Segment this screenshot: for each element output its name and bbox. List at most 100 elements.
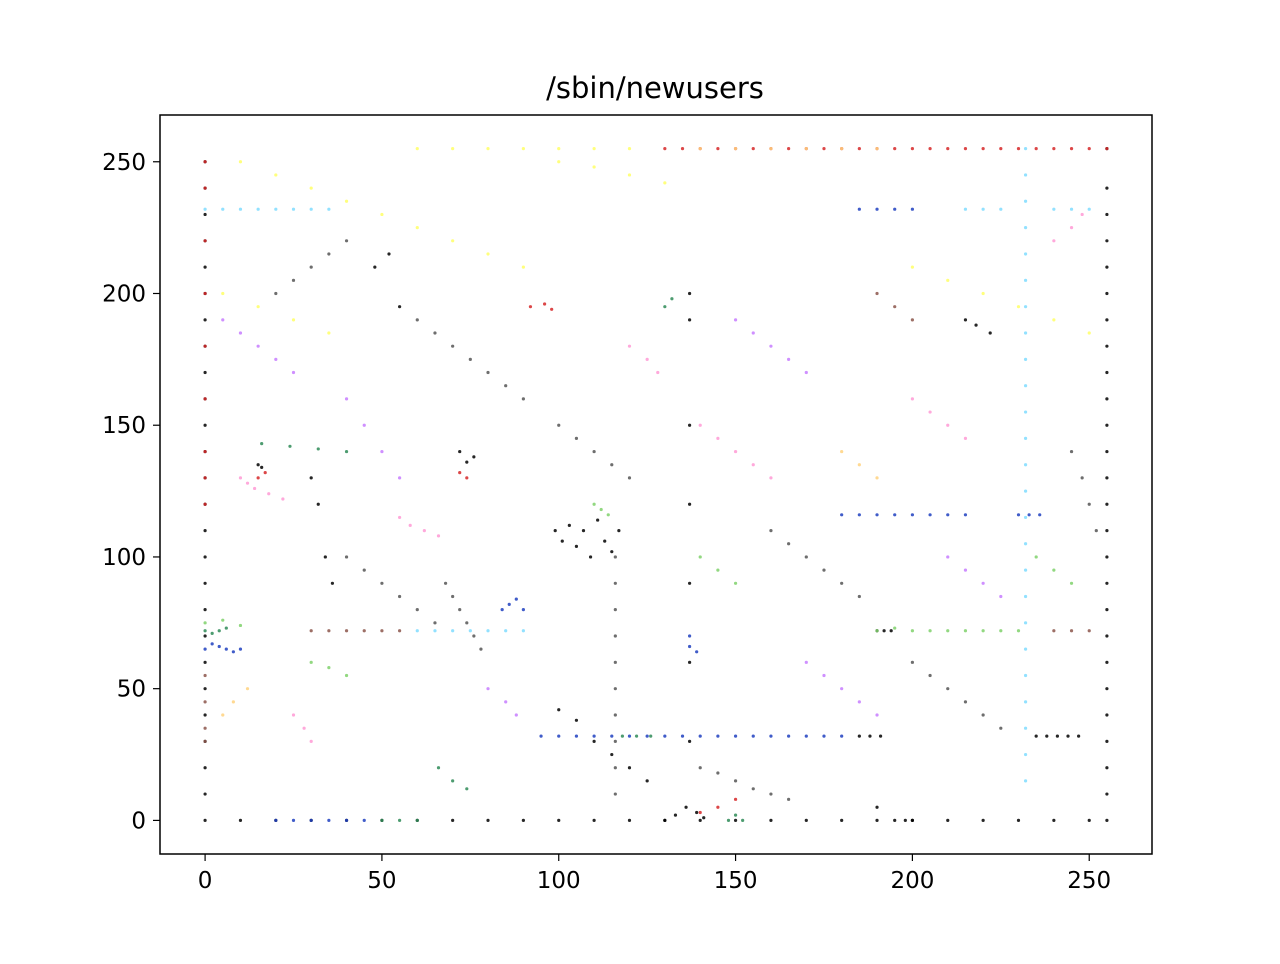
data-point [203, 660, 207, 664]
data-point [210, 631, 214, 635]
data-point [1016, 818, 1021, 823]
data-point [1105, 265, 1109, 269]
data-point [309, 476, 313, 480]
data-point [291, 207, 296, 211]
data-point [221, 318, 225, 322]
data-point [309, 818, 313, 823]
data-point [451, 818, 455, 823]
data-point [688, 634, 692, 638]
data-point [840, 581, 844, 585]
data-point [733, 318, 738, 322]
data-point [999, 629, 1003, 633]
data-point [415, 608, 419, 612]
data-point [751, 331, 755, 335]
data-point [606, 513, 610, 517]
data-point [688, 644, 692, 649]
data-point [733, 581, 738, 585]
data-point [486, 370, 490, 375]
data-point [224, 647, 228, 651]
data-point [663, 181, 667, 185]
data-point [504, 700, 508, 704]
data-point [221, 713, 225, 717]
data-point [684, 805, 688, 809]
data-point [946, 146, 950, 151]
data-point [1105, 555, 1109, 559]
data-point [316, 502, 320, 506]
data-point [1087, 207, 1091, 211]
data-point [592, 502, 596, 506]
data-point [574, 544, 579, 549]
data-point [822, 734, 826, 738]
data-point [472, 634, 476, 638]
data-point [592, 734, 596, 738]
data-point [804, 818, 808, 823]
data-point [963, 629, 968, 633]
data-point [1105, 660, 1109, 664]
data-point [769, 792, 773, 796]
data-point [634, 734, 639, 738]
data-point [1023, 173, 1028, 177]
data-point [231, 700, 235, 704]
data-point [999, 207, 1003, 211]
data-point [1052, 146, 1056, 151]
data-point [267, 492, 271, 496]
data-point [486, 818, 490, 823]
data-point [1105, 423, 1109, 427]
data-point [1080, 476, 1084, 480]
data-point [893, 146, 897, 151]
data-point [486, 629, 490, 633]
data-point [398, 629, 402, 633]
data-point [1052, 239, 1056, 243]
data-point [878, 734, 883, 738]
data-point [804, 370, 808, 375]
data-point [486, 687, 490, 691]
data-point [221, 207, 225, 211]
data-point [256, 344, 260, 348]
data-point [203, 818, 207, 823]
data-point [688, 318, 692, 322]
data-point [928, 410, 932, 414]
data-point [468, 357, 472, 361]
data-point [599, 507, 603, 512]
data-point [309, 186, 313, 190]
data-point [433, 621, 437, 625]
data-point [309, 629, 313, 633]
data-point [702, 816, 706, 820]
data-point [963, 318, 968, 322]
data-point [539, 734, 543, 738]
data-point [1016, 513, 1021, 517]
data-point [274, 207, 278, 211]
data-point [963, 146, 968, 151]
data-point [203, 449, 207, 454]
data-point [613, 581, 617, 585]
data-point [910, 318, 915, 322]
data-point [1105, 502, 1109, 506]
data-point [316, 447, 320, 451]
data-point [433, 629, 437, 633]
data-point [1023, 515, 1028, 520]
data-point [688, 291, 692, 296]
data-point [210, 642, 214, 646]
data-point [857, 146, 861, 151]
data-point [436, 766, 441, 770]
data-point [673, 813, 678, 817]
data-point [928, 629, 932, 633]
data-point [203, 739, 207, 743]
data-point [1087, 818, 1091, 823]
data-point [203, 186, 207, 190]
data-point [203, 792, 207, 796]
data-point [203, 370, 207, 375]
data-point [362, 568, 366, 572]
data-point [362, 423, 366, 427]
data-point [344, 397, 349, 401]
data-point [716, 146, 720, 151]
data-points [203, 146, 1109, 823]
data-point [946, 423, 950, 427]
data-point [203, 476, 207, 480]
data-point [928, 513, 932, 517]
data-point [688, 423, 692, 427]
data-point [875, 629, 879, 633]
data-point [1105, 291, 1109, 296]
data-point [946, 629, 950, 633]
data-point [680, 734, 685, 738]
